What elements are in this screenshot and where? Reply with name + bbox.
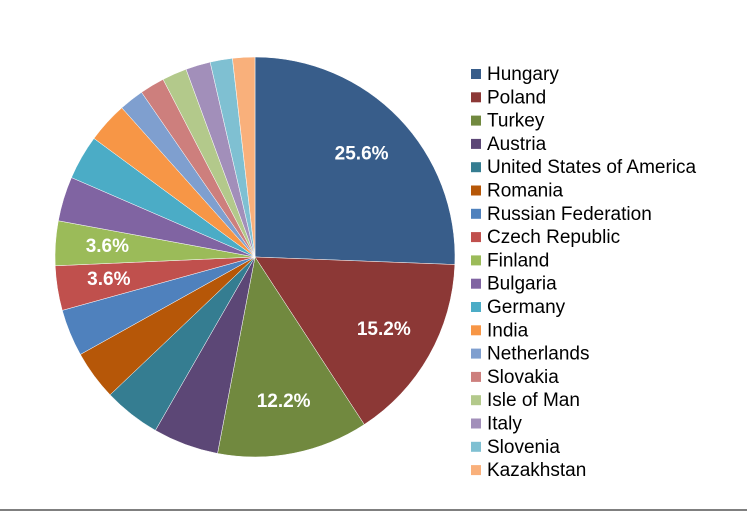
legend-swatch	[471, 115, 481, 126]
legend-label: Netherlands	[487, 344, 589, 365]
legend-swatch	[471, 278, 481, 289]
legend-swatch	[471, 69, 481, 79]
legend-label: Czech Republic	[487, 227, 620, 248]
legend-swatch	[471, 208, 481, 219]
legend-swatch	[471, 162, 481, 173]
legend-label: Turkey	[487, 111, 545, 132]
legend-label: Hungary	[487, 64, 559, 85]
legend-swatch	[471, 348, 481, 359]
legend-label: Slovenia	[487, 437, 560, 458]
legend-swatch	[471, 418, 481, 429]
legend-label: Kazakhstan	[487, 460, 586, 481]
pie-slice	[254, 56, 456, 265]
data-label: 3.6%	[87, 269, 130, 290]
legend-swatch	[471, 371, 481, 382]
legend-swatch	[471, 395, 481, 406]
legend-label: Bulgaria	[487, 274, 557, 295]
legend-swatch	[471, 465, 481, 476]
legend-label: Italy	[487, 414, 522, 435]
legend-swatch	[471, 255, 481, 266]
data-label: 3.6%	[86, 236, 129, 257]
legend-label: United States of America	[487, 157, 697, 178]
legend-label: Russian Federation	[487, 204, 652, 225]
data-label: 25.6%	[335, 143, 389, 164]
pie-slice	[254, 256, 456, 425]
legend-label: Finland	[487, 250, 549, 271]
data-label: 15.2%	[357, 319, 411, 340]
legend-label: Slovakia	[487, 367, 559, 388]
legend-swatch	[471, 138, 481, 149]
legend-swatch	[471, 232, 481, 243]
legend-swatch	[471, 302, 481, 312]
legend-label: Poland	[487, 87, 546, 108]
legend-swatch	[471, 92, 481, 103]
data-label: 12.2%	[257, 391, 311, 412]
legend-label: Romania	[487, 181, 563, 202]
legend-label: Isle of Man	[487, 390, 580, 411]
legend-label: India	[487, 320, 529, 341]
legend-label: Germany	[487, 297, 566, 318]
legend-swatch	[471, 185, 481, 196]
legend-label: Austria	[487, 134, 547, 155]
pie-slice	[217, 256, 365, 458]
legend-swatch	[471, 325, 481, 336]
pie-slice	[232, 56, 256, 258]
legend-swatch	[471, 441, 481, 452]
